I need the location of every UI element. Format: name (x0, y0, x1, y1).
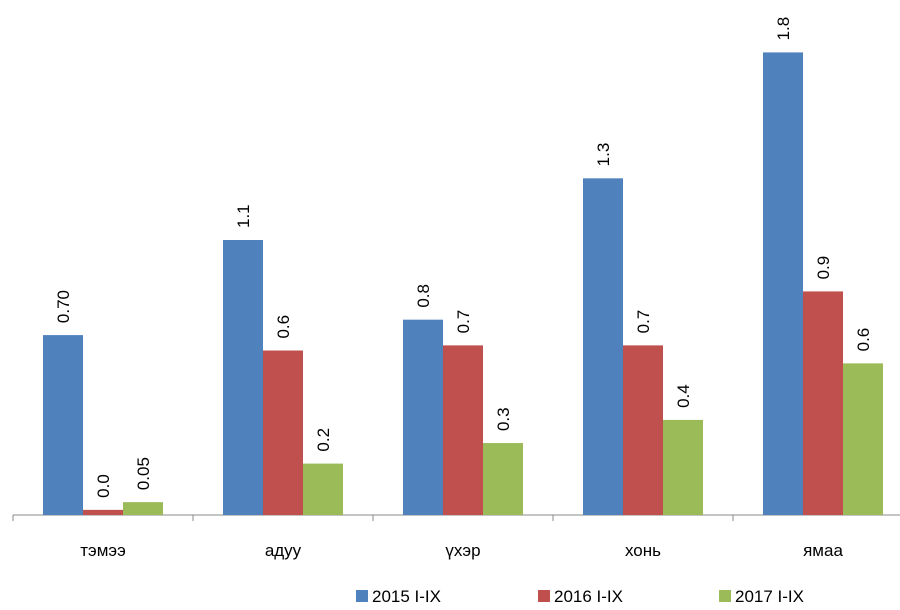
bar (303, 463, 343, 515)
x-tick-label: адуу (265, 541, 302, 560)
bar (223, 240, 263, 515)
bar (123, 502, 163, 515)
legend-swatch (356, 590, 368, 602)
data-label: 1.1 (234, 204, 253, 228)
data-label: 1.3 (594, 143, 613, 167)
legend-swatch (538, 590, 550, 602)
bar (263, 350, 303, 515)
legend-label: 2017 I-IX (735, 587, 804, 606)
legend-swatch (719, 590, 731, 602)
bar (403, 319, 443, 515)
legend-label: 2015 I-IX (372, 587, 441, 606)
data-label: 0.7 (454, 310, 473, 334)
bar (663, 419, 703, 515)
bar (843, 363, 883, 515)
x-tick-label: хонь (625, 541, 661, 560)
data-label: 0.3 (494, 407, 513, 431)
data-label: 0.70 (54, 290, 73, 323)
bar (623, 345, 663, 515)
bar (583, 178, 623, 515)
data-label: 1.8 (774, 17, 793, 41)
legend-label: 2016 I-IX (554, 587, 623, 606)
x-tick-label: ямаа (803, 541, 843, 560)
x-tick-label: тэмээ (80, 541, 126, 560)
bar (443, 345, 483, 515)
data-label: 0.05 (134, 457, 153, 490)
data-label: 0.6 (274, 315, 293, 339)
data-label: 0.6 (854, 328, 873, 352)
data-label: 0.4 (674, 384, 693, 408)
bar (763, 52, 803, 516)
bar (43, 335, 83, 515)
bar (483, 443, 523, 515)
data-label: 0.8 (414, 284, 433, 308)
bar (803, 291, 843, 515)
data-label: 0.2 (314, 428, 333, 452)
data-label: 0.7 (634, 310, 653, 334)
x-tick-label: үхэр (445, 541, 480, 560)
data-label: 0.0 (94, 474, 113, 498)
bar (83, 509, 123, 515)
data-label: 0.9 (814, 256, 833, 280)
